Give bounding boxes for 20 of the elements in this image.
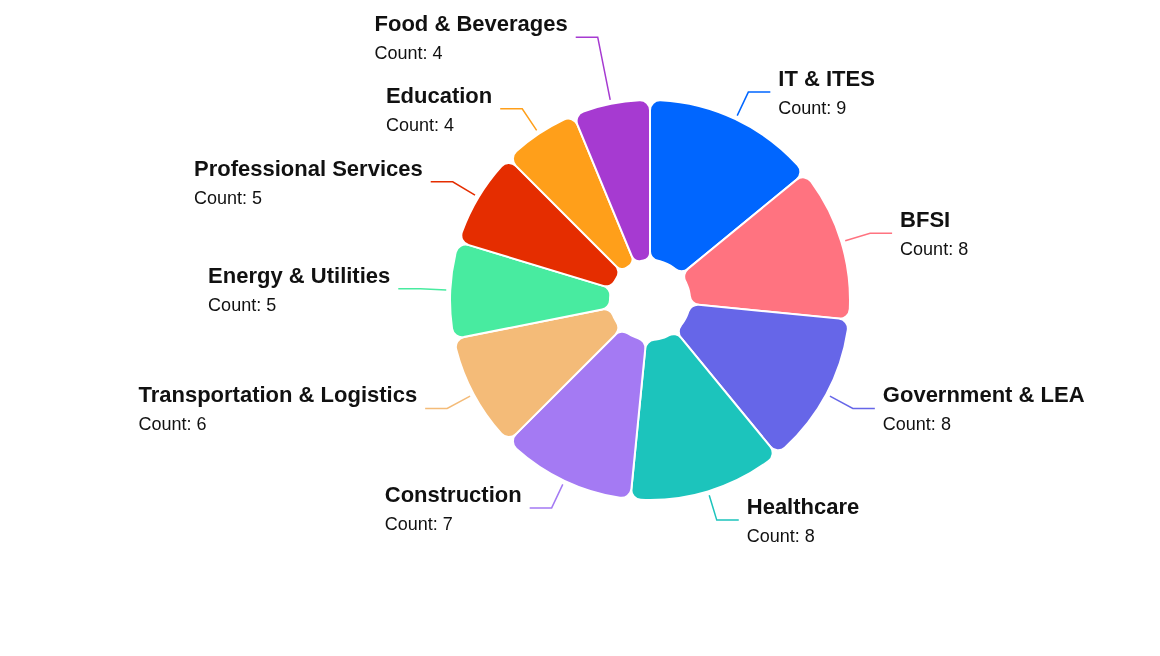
slice-label: Professional Services xyxy=(194,155,423,181)
slice-label: Education xyxy=(385,82,493,108)
data-label: Count: 8 xyxy=(900,239,969,260)
data-label: Count: 7 xyxy=(384,513,453,534)
slice-label: Healthcare xyxy=(746,494,860,520)
data-label: Count: 5 xyxy=(208,294,277,315)
slice-label: Construction xyxy=(384,481,522,507)
slice-label: Food & Beverages xyxy=(374,11,568,37)
slice-label: Energy & Utilities xyxy=(208,262,391,288)
data-label: Count: 6 xyxy=(138,414,207,435)
slice-label: Transportation & Logistics xyxy=(138,382,418,408)
data-label: Count: 5 xyxy=(194,187,263,208)
data-label: Count: 8 xyxy=(882,414,951,435)
slice-label: IT & ITES xyxy=(778,66,875,92)
slice-label: Government & LEA xyxy=(882,382,1085,408)
data-label: Count: 4 xyxy=(374,43,443,64)
slice-label: BFSI xyxy=(900,207,951,233)
data-label: Count: 9 xyxy=(778,98,847,119)
data-label: Count: 4 xyxy=(385,114,454,135)
data-label: Count: 8 xyxy=(746,526,815,547)
